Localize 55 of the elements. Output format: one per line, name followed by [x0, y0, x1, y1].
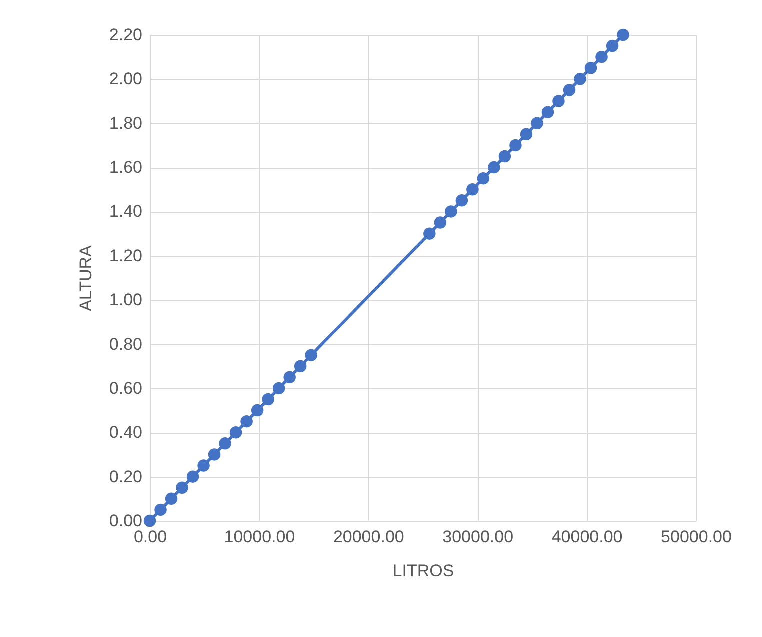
point: [262, 393, 274, 406]
y-tick-label: 1.40: [109, 202, 142, 222]
point: [294, 360, 307, 372]
point: [606, 40, 619, 52]
point: [498, 150, 512, 163]
x-tick-label: 30000.00: [442, 528, 514, 546]
point: [617, 28, 630, 42]
point: [520, 128, 533, 141]
point: [574, 73, 586, 86]
point: [596, 50, 608, 64]
point: [251, 404, 264, 417]
point: [552, 95, 565, 108]
point: [424, 228, 436, 240]
point: [144, 514, 156, 528]
point: [240, 415, 253, 428]
y-tick-label: 1.20: [109, 246, 142, 266]
point: [165, 492, 178, 506]
point: [176, 482, 188, 494]
point: [186, 470, 200, 483]
x-tick-label: 20000.00: [333, 528, 404, 546]
y-tick-label: 2.00: [109, 70, 142, 89]
point: [208, 448, 221, 461]
point: [305, 349, 318, 362]
y-tick-label: 0.00: [109, 512, 142, 530]
y-axis-title: ALTURA: [76, 244, 96, 312]
x-axis-title: LITROS: [392, 562, 454, 580]
x-tick-label: 10000.00: [224, 528, 296, 546]
y-tick-label: 0.40: [109, 423, 142, 442]
point: [488, 161, 500, 174]
point: [434, 216, 447, 229]
point: [284, 371, 296, 384]
point: [563, 84, 576, 96]
y-tick-label: 0.80: [109, 334, 142, 354]
y-tick-label: 1.80: [109, 114, 142, 133]
point: [477, 172, 490, 185]
point: [531, 117, 544, 130]
point: [542, 106, 554, 118]
y-tick-label: 0.60: [109, 378, 142, 398]
y-tick-label: 0.20: [109, 467, 142, 486]
point: [584, 62, 598, 74]
point: [154, 504, 167, 516]
point: [510, 139, 522, 152]
point: [230, 426, 242, 439]
point: [198, 460, 210, 472]
point: [445, 206, 458, 218]
y-tick-label: 2.20: [109, 26, 142, 44]
point: [272, 382, 286, 395]
point: [466, 184, 479, 196]
point: [456, 194, 468, 207]
y-tick-label: 1.60: [109, 158, 142, 178]
point: [219, 438, 232, 450]
x-tick-label: 0.00: [134, 528, 168, 546]
x-tick-label: 40000.00: [552, 528, 623, 546]
y-tick-label: 1.00: [109, 290, 142, 310]
x-tick-label: 50000.00: [661, 528, 732, 546]
